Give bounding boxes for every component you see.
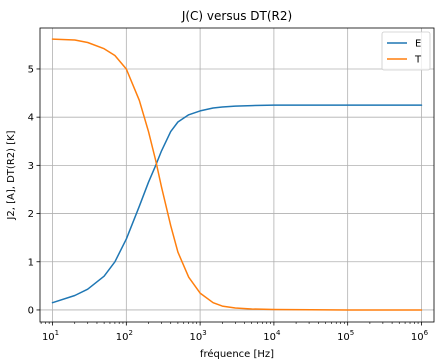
axes-frame <box>39 27 435 323</box>
legend: ET <box>381 31 431 71</box>
x-tick-label: 106 <box>411 329 429 343</box>
y-tick-label: 4 <box>28 113 34 124</box>
series-line-T <box>51 38 423 311</box>
y-tick-label: 3 <box>28 161 34 172</box>
ticks: 101 102 103 104 105 106 0 1 2 3 4 5 <box>28 64 429 343</box>
y-tick-label: 2 <box>28 209 34 220</box>
y-tick-label: 5 <box>28 64 34 75</box>
x-tick-label: 102 <box>116 329 133 343</box>
y-axis-label: J2, [A], DT(R2) [K] <box>6 130 17 220</box>
x-tick-label: 101 <box>42 329 59 343</box>
legend-box <box>381 31 431 71</box>
series-layer <box>51 38 423 311</box>
x-tick-label: 104 <box>263 329 281 343</box>
y-tick-label: 0 <box>28 305 34 316</box>
chart-title: J(C) versus DT(R2) <box>181 9 292 23</box>
legend-label-E: E <box>415 39 421 50</box>
x-tick-label: 103 <box>190 329 207 343</box>
series-line-E <box>51 104 423 304</box>
x-tick-label: 105 <box>337 329 354 343</box>
legend-label-T: T <box>414 55 422 66</box>
y-tick-label: 1 <box>28 257 34 268</box>
x-axis-label: fréquence [Hz] <box>200 348 274 360</box>
grid <box>40 28 434 322</box>
